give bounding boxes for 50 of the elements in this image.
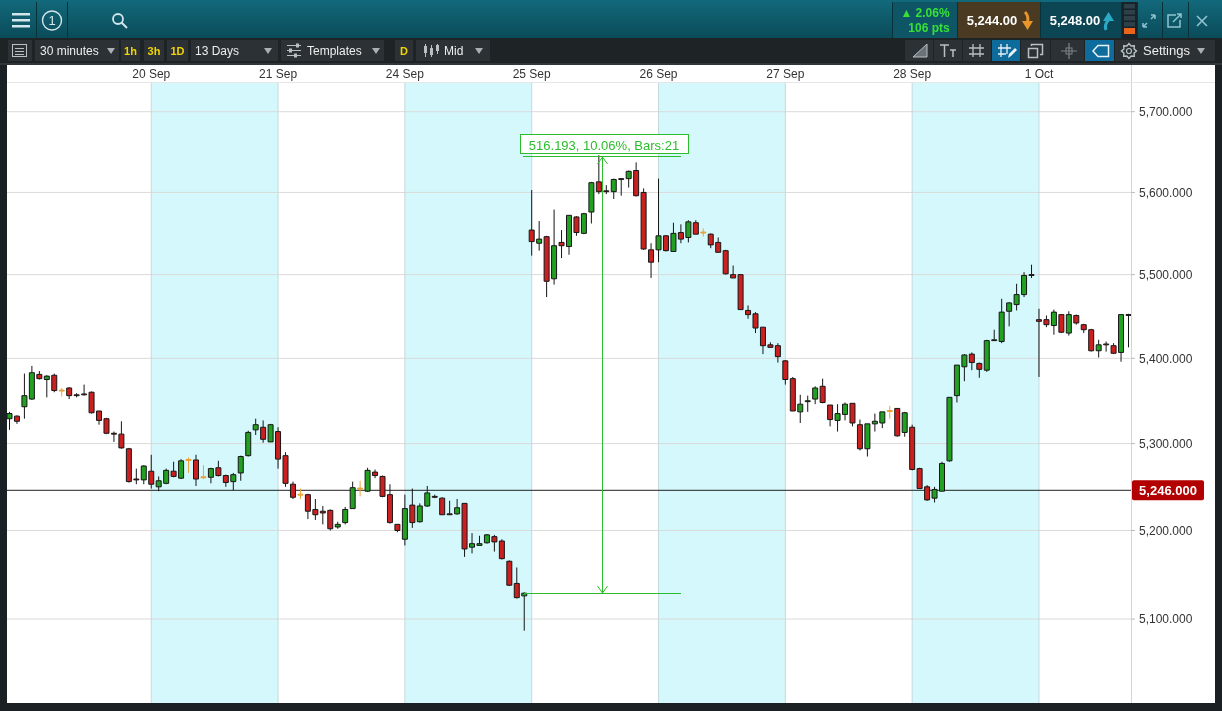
text: D (400, 45, 409, 57)
candlestick (193, 454, 199, 487)
y-tick-label: 5,200.000 (1139, 523, 1193, 538)
text: 5,248.00 (1049, 13, 1101, 28)
candlestick (297, 488, 304, 500)
candlestick (237, 455, 244, 482)
candlestick (804, 395, 811, 413)
candlestick (782, 359, 789, 386)
candlestick (245, 430, 252, 458)
y-tick-label: 5,100.000 (1139, 612, 1193, 627)
candlestick (894, 407, 901, 438)
annotation: 516.193, 10.06%, Bars:21 (528, 138, 680, 153)
text: 1h (124, 45, 138, 57)
candlestick (886, 405, 893, 420)
x-tick-label: 24 Sep (385, 67, 425, 81)
candlestick (946, 396, 953, 463)
candlestick (185, 456, 192, 474)
x-tick-label: 20 Sep (132, 67, 171, 81)
text: 106 pts (908, 21, 950, 35)
y-tick-label: 5,400.000 (1139, 351, 1193, 366)
text: 5,244.00 (966, 13, 1018, 28)
text: ▲ 2.06% (900, 6, 950, 20)
candlestick (58, 387, 65, 398)
candlestick (200, 464, 207, 480)
candlestick (334, 521, 341, 530)
x-tick-label: 26 Sep (639, 67, 678, 81)
text: 1 (48, 13, 56, 28)
candlestick (976, 362, 983, 379)
y-tick-label: 5,600.000 (1139, 185, 1193, 200)
x-tick-label: 21 Sep (259, 67, 298, 81)
y-tick-label: 5,300.000 (1139, 436, 1193, 451)
candlestick (342, 506, 349, 525)
candlestick (700, 227, 707, 238)
text: 30 minutes (40, 44, 99, 58)
text: Mid (444, 44, 464, 58)
text: Templates (307, 44, 362, 58)
text: 3h (147, 45, 161, 57)
candlestick (506, 559, 513, 587)
y-tick-label: 5,500.000 (1139, 267, 1193, 282)
x-tick-label: 28 Sep (893, 67, 932, 81)
text: Settings (1143, 43, 1191, 58)
x-tick-label: 1 Oct (1024, 67, 1054, 81)
text: 1D (170, 45, 185, 57)
ref-line-label: 5,246.000 (1139, 482, 1197, 498)
y-tick-label: 5,700.000 (1139, 104, 1193, 119)
candlestick (357, 480, 364, 497)
text: 13 Days (195, 44, 240, 58)
candlestick (722, 249, 729, 276)
x-tick-label: 25 Sep (512, 67, 552, 81)
x-tick-label: 27 Sep (766, 67, 805, 81)
